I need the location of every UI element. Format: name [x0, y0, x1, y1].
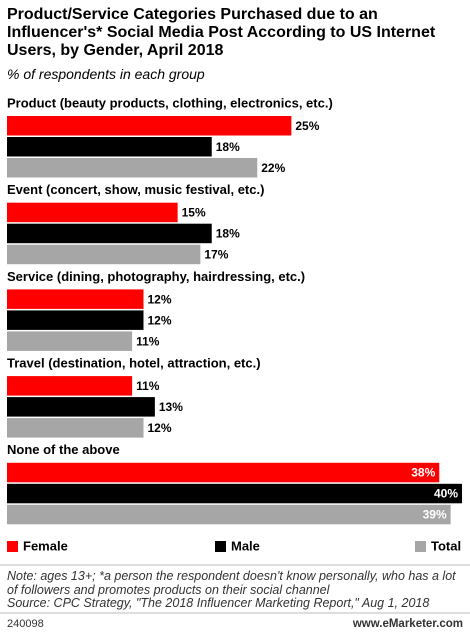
value-label: 22% [261, 161, 285, 175]
footer-brand: www.eMarketer.com [352, 618, 463, 630]
bar [7, 310, 144, 330]
value-label: 12% [148, 292, 172, 306]
bar [7, 158, 258, 178]
bar [7, 483, 462, 504]
value-label: 18% [216, 140, 240, 154]
value-label: 25% [295, 119, 319, 133]
value-label: 13% [159, 400, 183, 414]
chart-subtitle: % of respondents in each group [7, 66, 205, 82]
value-label: 15% [182, 206, 206, 220]
value-label: 39% [423, 508, 447, 522]
category-label: Product (beauty products, clothing, elec… [7, 95, 333, 110]
legend-swatch [415, 541, 426, 552]
value-label: 38% [411, 466, 435, 480]
category-label: Service (dining, photography, hairdressi… [7, 269, 305, 284]
category-label: Travel (destination, hotel, attraction, … [7, 356, 261, 371]
footer-id: 240098 [7, 618, 44, 630]
source: Source: CPC Strategy, "The 2018 Influenc… [7, 596, 430, 610]
category-label: None of the above [7, 442, 120, 457]
bar [7, 202, 178, 223]
value-label: 12% [148, 313, 172, 327]
chart-title: Product/Service Categories Purchased due… [7, 6, 436, 59]
bar [7, 137, 212, 157]
bar [7, 116, 292, 136]
bar [7, 504, 451, 525]
bar [7, 397, 155, 417]
bar [7, 462, 440, 483]
value-label: 12% [148, 421, 172, 435]
value-label: 18% [216, 227, 240, 241]
bar [7, 289, 144, 309]
bar [7, 223, 212, 244]
note: Note: ages 13+; *a person the respondent… [7, 569, 456, 597]
bar [7, 244, 201, 265]
bar [7, 331, 133, 351]
legend-swatch [7, 541, 18, 552]
value-label: 11% [136, 334, 160, 348]
legend-label: Total [431, 538, 461, 553]
value-label: 17% [204, 248, 228, 262]
bar [7, 418, 144, 438]
category-label: Event (concert, show, music festival, et… [7, 182, 264, 197]
bar [7, 376, 133, 396]
legend-label: Female [23, 538, 68, 553]
legend-label: Male [231, 538, 260, 553]
legend-swatch [215, 541, 226, 552]
value-label: 11% [136, 379, 160, 393]
value-label: 40% [434, 487, 458, 501]
